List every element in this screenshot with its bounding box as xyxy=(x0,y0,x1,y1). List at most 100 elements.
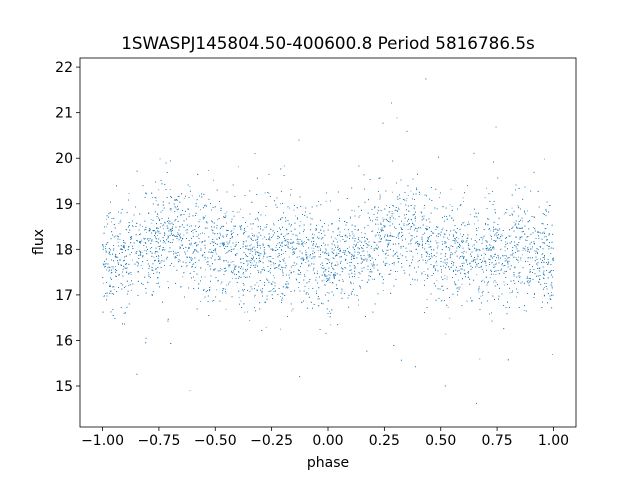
data-point xyxy=(225,288,226,290)
data-point xyxy=(414,208,416,210)
data-point xyxy=(162,209,164,211)
data-point xyxy=(352,255,354,257)
data-point xyxy=(175,207,177,209)
data-point xyxy=(406,198,408,200)
data-point xyxy=(507,263,509,265)
data-point xyxy=(255,262,257,264)
data-point xyxy=(105,226,107,228)
data-point xyxy=(446,276,448,278)
data-point xyxy=(107,267,108,269)
data-point xyxy=(203,233,205,235)
data-point xyxy=(441,240,443,242)
data-point xyxy=(226,284,228,286)
data-point xyxy=(391,211,393,212)
data-point xyxy=(280,203,281,205)
data-point xyxy=(503,281,505,283)
data-point xyxy=(263,267,265,268)
data-point xyxy=(546,283,547,284)
data-point xyxy=(293,242,295,243)
data-point xyxy=(410,235,412,237)
data-point xyxy=(359,286,361,288)
data-point xyxy=(504,250,506,252)
data-point xyxy=(252,251,254,252)
data-point xyxy=(165,242,166,244)
data-point xyxy=(328,224,329,226)
data-point xyxy=(449,317,451,319)
data-point xyxy=(143,237,145,239)
data-point xyxy=(450,188,452,190)
data-point xyxy=(226,211,228,213)
data-point xyxy=(288,207,290,209)
data-point xyxy=(358,277,360,278)
data-point xyxy=(328,254,330,256)
data-point xyxy=(377,246,379,248)
data-point xyxy=(289,270,291,271)
data-point xyxy=(350,292,352,294)
data-point xyxy=(167,281,169,282)
data-point xyxy=(478,291,480,293)
data-point xyxy=(414,217,416,219)
data-point xyxy=(503,213,505,215)
data-point xyxy=(467,247,469,249)
data-point xyxy=(400,203,402,205)
data-point xyxy=(359,215,361,217)
data-point xyxy=(494,228,496,230)
data-point xyxy=(305,258,307,260)
data-point xyxy=(361,250,363,252)
data-point xyxy=(298,287,299,288)
data-point xyxy=(522,220,523,222)
data-point xyxy=(537,262,539,264)
data-point xyxy=(281,250,283,252)
data-point xyxy=(142,226,143,227)
data-point xyxy=(498,238,500,239)
data-point xyxy=(385,205,387,206)
data-point xyxy=(247,311,249,313)
data-point xyxy=(180,287,182,289)
data-point xyxy=(159,158,161,160)
data-point xyxy=(457,246,459,247)
data-point xyxy=(227,251,229,252)
data-point xyxy=(113,266,115,268)
data-point xyxy=(325,275,327,277)
data-point xyxy=(254,296,255,298)
data-point xyxy=(353,247,355,249)
data-point xyxy=(370,271,372,273)
data-point xyxy=(374,235,376,237)
data-point xyxy=(336,265,338,267)
chart-title: 1SWASPJ145804.50-400600.8 Period 5816786… xyxy=(121,33,535,53)
data-point xyxy=(268,192,270,194)
data-point xyxy=(448,239,450,240)
data-point xyxy=(484,197,486,199)
data-point xyxy=(251,233,253,234)
data-point xyxy=(189,390,191,392)
data-point xyxy=(320,267,322,269)
data-point xyxy=(189,213,190,215)
data-point xyxy=(158,189,160,191)
data-point xyxy=(397,271,398,272)
data-point xyxy=(140,265,142,266)
data-point xyxy=(309,265,311,267)
data-point xyxy=(222,225,224,227)
data-point xyxy=(216,289,217,291)
data-point xyxy=(118,223,120,225)
data-point xyxy=(102,282,104,284)
data-point xyxy=(463,252,465,254)
data-point xyxy=(176,235,178,237)
data-point xyxy=(169,228,171,230)
data-point xyxy=(358,304,359,306)
data-point xyxy=(334,237,336,239)
data-point xyxy=(245,231,247,232)
data-point xyxy=(233,231,235,233)
data-point xyxy=(497,229,499,231)
data-point xyxy=(173,266,175,267)
data-point xyxy=(113,248,115,249)
data-point xyxy=(541,254,543,255)
data-point xyxy=(511,207,513,209)
data-point xyxy=(390,234,392,236)
data-point xyxy=(273,222,274,224)
data-point xyxy=(282,271,284,273)
data-point xyxy=(500,233,502,235)
data-point xyxy=(142,267,143,269)
data-point xyxy=(238,211,240,213)
data-point xyxy=(522,254,524,256)
